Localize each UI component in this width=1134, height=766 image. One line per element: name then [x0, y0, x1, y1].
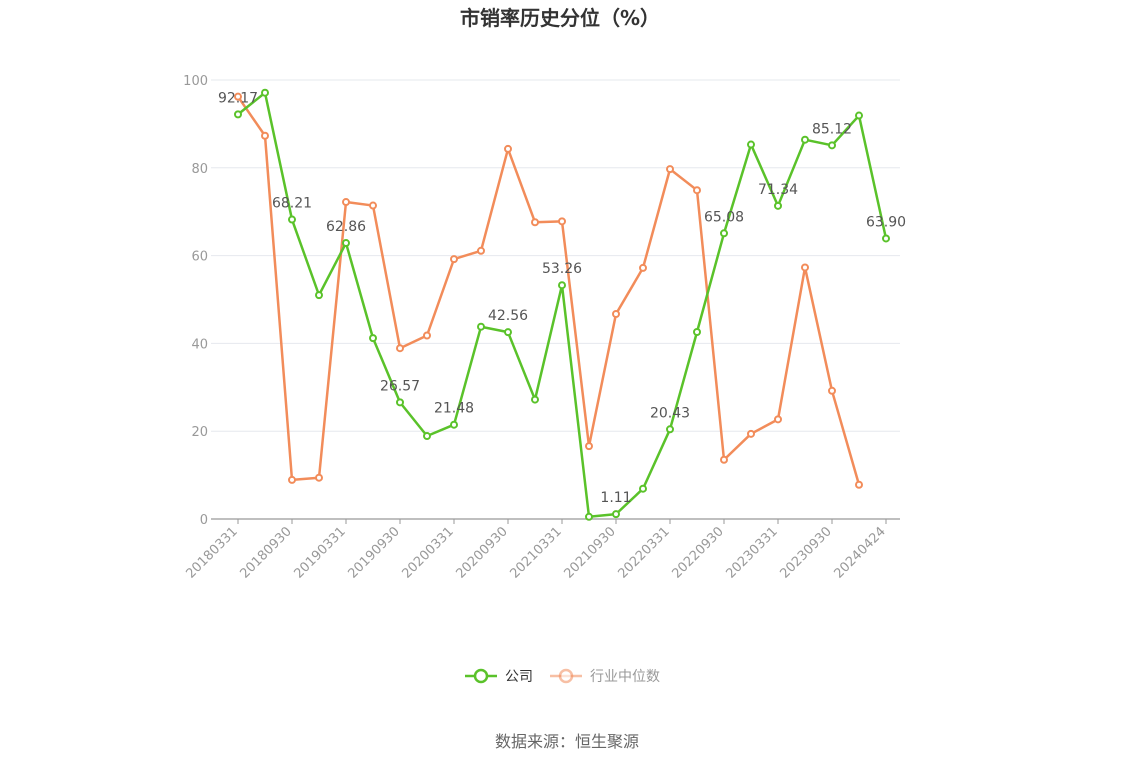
x-tick-label: 20210930: [561, 524, 618, 581]
data-point-0: [801, 135, 809, 144]
data-label: 42.56: [488, 308, 528, 324]
data-point-0: [423, 432, 431, 441]
data-point-1: [693, 186, 701, 195]
data-label: 63.90: [866, 214, 906, 230]
data-point-1: [342, 198, 350, 207]
data-point-0: [396, 398, 404, 407]
data-point-1: [234, 92, 242, 101]
x-tick-label: 20220930: [669, 524, 726, 581]
data-point-1: [369, 201, 377, 210]
x-tick-label: 20230930: [777, 524, 834, 581]
data-point-1: [801, 263, 809, 272]
data-point-1: [288, 475, 296, 484]
data-point-0: [828, 141, 836, 150]
x-tick-label: 20180331: [183, 524, 240, 581]
data-point-0: [504, 328, 512, 337]
x-tick-label: 20190331: [291, 524, 348, 581]
x-tick-label: 20190930: [345, 524, 402, 581]
y-tick-label: 100: [183, 74, 208, 89]
data-point-0: [315, 291, 323, 300]
legend-item-0[interactable]: 公司: [465, 668, 533, 685]
data-point-0: [261, 88, 269, 97]
legend-label: 行业中位数: [590, 669, 660, 685]
x-tick-label: 20210331: [507, 524, 564, 581]
data-point-0: [882, 234, 890, 243]
data-point-0: [666, 425, 674, 434]
data-point-0: [558, 281, 566, 290]
data-point-0: [531, 395, 539, 404]
data-point-0: [288, 215, 296, 224]
data-label: 68.21: [272, 196, 312, 212]
y-tick-label: 40: [191, 337, 208, 352]
x-tick-label: 20230331: [723, 524, 780, 581]
x-tick-label: 20180930: [237, 524, 294, 581]
legend-item-1[interactable]: 行业中位数: [550, 668, 660, 685]
data-label: 65.08: [704, 209, 744, 225]
data-point-0: [477, 322, 485, 331]
data-point-0: [855, 111, 863, 120]
data-point-1: [585, 442, 593, 451]
y-axis: 0 20 40 60 80 100: [183, 74, 208, 528]
legend-label: 公司: [505, 669, 533, 685]
series-group: [234, 88, 890, 521]
data-point-1: [423, 331, 431, 340]
data-label: 26.57: [380, 378, 420, 394]
data-point-1: [612, 309, 620, 318]
data-point-1: [855, 480, 863, 489]
data-point-0: [585, 512, 593, 521]
series-line-1: [236, 95, 861, 486]
grid-lines: [211, 79, 900, 432]
data-point-0: [774, 201, 782, 210]
data-label: 53.26: [542, 261, 582, 277]
data-point-1: [558, 217, 566, 226]
data-point-0: [342, 239, 350, 248]
data-label: 1.11: [600, 490, 631, 506]
legend-marker: [558, 668, 574, 684]
data-point-1: [315, 473, 323, 482]
data-point-0: [450, 420, 458, 429]
data-point-1: [261, 131, 269, 140]
x-tick-label: 20220331: [615, 524, 672, 581]
data-label: 21.48: [434, 401, 474, 417]
data-point-1: [396, 344, 404, 353]
data-point-0: [720, 229, 728, 238]
x-tick-label: 20200930: [453, 524, 510, 581]
data-point-0: [612, 510, 620, 519]
data-point-0: [639, 484, 647, 493]
x-axis: 2018033120180930201903312019093020200331…: [183, 518, 900, 582]
data-point-1: [774, 415, 782, 424]
x-tick-label: 20200331: [399, 524, 456, 581]
data-point-1: [828, 386, 836, 395]
legend[interactable]: 公司 行业中位数: [465, 668, 660, 685]
data-label: 20.43: [650, 405, 690, 421]
y-tick-label: 60: [191, 250, 208, 265]
data-point-1: [639, 263, 647, 272]
data-point-1: [666, 165, 674, 174]
data-label: 92.17: [218, 90, 258, 106]
data-point-1: [450, 255, 458, 264]
legend-marker: [473, 668, 489, 684]
y-tick-label: 0: [200, 513, 208, 528]
data-label: 85.12: [812, 121, 852, 137]
x-tick-label: 20240424: [831, 524, 888, 581]
chart-title: 市销率历史分位（%）: [460, 6, 660, 30]
data-point-1: [747, 429, 755, 438]
data-point-0: [234, 110, 242, 119]
data-point-0: [747, 140, 755, 149]
data-point-1: [504, 144, 512, 153]
data-point-0: [693, 327, 701, 336]
data-labels: 92.17 68.21 62.86 26.57 21.48 42.56 53.26 1.11 2…: [218, 90, 906, 506]
data-point-1: [477, 246, 485, 255]
y-tick-label: 80: [191, 162, 208, 177]
data-point-0: [369, 334, 377, 343]
data-source: 数据来源：恒生聚源: [495, 732, 639, 751]
data-label: 71.34: [758, 182, 798, 198]
data-point-1: [720, 455, 728, 464]
data-label: 62.86: [326, 219, 366, 235]
data-point-1: [531, 218, 539, 227]
y-tick-label: 20: [191, 425, 208, 440]
